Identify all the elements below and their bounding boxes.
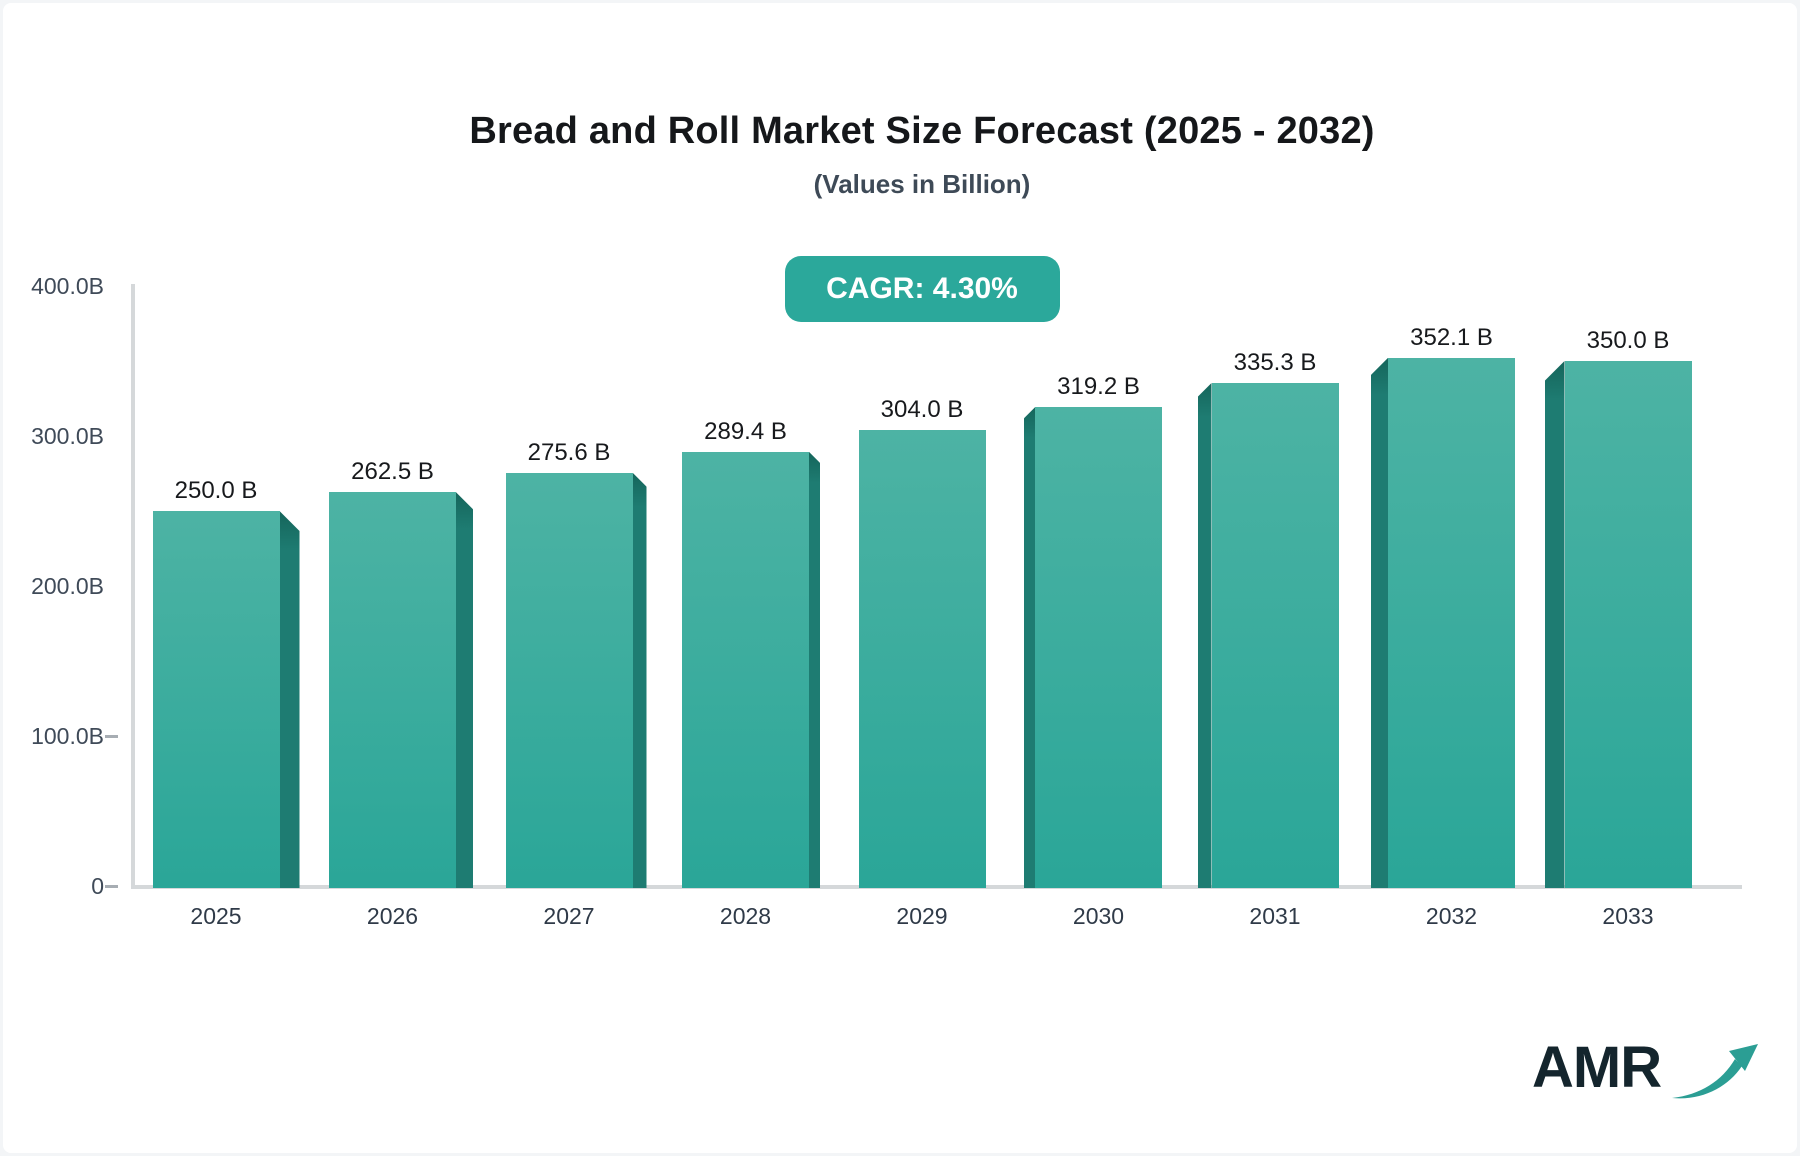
y-tick-label: 100.0B	[31, 723, 104, 749]
y-tick-mark	[105, 735, 118, 738]
brand-arrow-icon	[1672, 1044, 1758, 1099]
bar-value-label: 250.0 B	[174, 477, 258, 504]
bar-value-label: 352.1 B	[1410, 323, 1493, 351]
y-tick-mark	[105, 885, 118, 888]
bar-2032	[1388, 357, 1515, 888]
bar-value-label: 350.0 B	[1586, 327, 1670, 354]
bar-value-label: 275.6 B	[527, 438, 611, 466]
chart-subtitle: (Values in Billion)	[813, 169, 1031, 199]
brand-logo-text: AMR	[1532, 1035, 1662, 1100]
cagr-badge-wrap: CAGR: 4.30%	[44, 256, 1800, 322]
bar-2028	[682, 451, 809, 888]
y-tick-label: 400.0B	[31, 273, 104, 299]
bar-2033-side-face	[1544, 361, 1565, 888]
bar-2031-side-face	[1197, 383, 1212, 888]
chart-title: Bread and Roll Market Size Forecast (202…	[469, 110, 1375, 152]
x-axis-label-2028: 2028	[719, 903, 772, 929]
bar-2027	[505, 472, 633, 888]
brand-logo: AMR	[1532, 1034, 1762, 1114]
y-tick-label: 200.0B	[31, 573, 104, 599]
cagr-badge: CAGR: 4.30%	[784, 256, 1060, 322]
bar-2026-side-face	[456, 492, 473, 888]
bar-2030-side-face	[1024, 407, 1035, 888]
bar-value-label: 262.5 B	[351, 458, 434, 486]
bar-value-label: 335.3 B	[1233, 349, 1317, 377]
x-axis-label-2029: 2029	[896, 903, 948, 929]
y-axis-line	[131, 284, 135, 889]
x-axis-label-2026: 2026	[366, 903, 419, 929]
x-axis-label-2025: 2025	[190, 903, 242, 929]
y-tick-label: 0	[91, 873, 104, 899]
x-axis-label-2033: 2033	[1602, 903, 1654, 929]
bar-2026	[329, 492, 456, 888]
x-axis-label-2030: 2030	[1072, 903, 1125, 929]
bar-2033	[1564, 361, 1692, 888]
bar-value-label: 319.2 B	[1057, 373, 1140, 401]
x-axis-label-2032: 2032	[1425, 903, 1478, 929]
bar-value-label: 304.0 B	[880, 396, 964, 423]
bar-value-label: 289.4 B	[704, 417, 787, 445]
y-tick-label: 300.0B	[31, 423, 104, 449]
bar-2027-side-face	[632, 472, 647, 888]
bar-2032-side-face	[1371, 357, 1388, 888]
x-axis-label-2031: 2031	[1249, 903, 1301, 929]
x-axis-label-2027: 2027	[543, 903, 595, 929]
bar-2025	[152, 511, 280, 888]
bar-2030	[1035, 407, 1162, 888]
bar-2025-side-face	[279, 511, 300, 888]
bar-2029	[858, 430, 986, 888]
bar-2028-side-face	[809, 451, 820, 888]
bar-2031	[1211, 383, 1339, 888]
